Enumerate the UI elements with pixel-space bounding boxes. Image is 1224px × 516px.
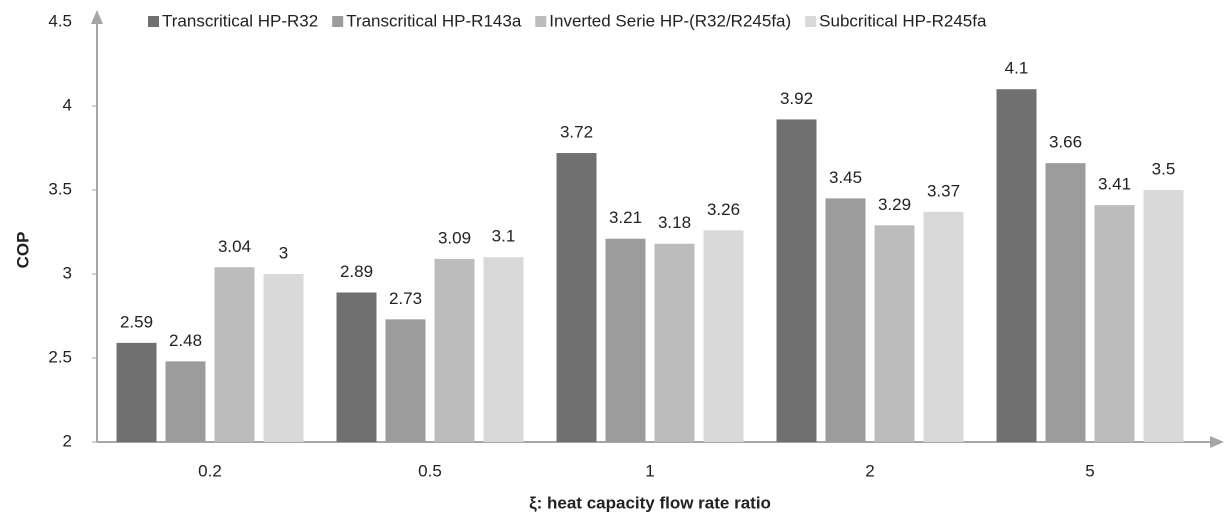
x-tick-label: 2 — [865, 461, 874, 480]
legend-label: Transcritical HP-R143a — [346, 11, 522, 30]
bar — [165, 361, 206, 442]
data-label: 3.09 — [438, 228, 471, 247]
data-label: 3.92 — [780, 89, 813, 108]
bar — [385, 319, 426, 442]
x-axis-arrow — [1210, 436, 1224, 448]
legend-label: Subcritical HP-R245fa — [819, 11, 987, 30]
y-tick-label: 3.5 — [48, 179, 72, 198]
data-label: 3.5 — [1152, 159, 1176, 178]
legend-swatch — [805, 16, 817, 27]
legend-swatch — [332, 16, 344, 27]
bar — [483, 257, 524, 442]
bar — [874, 225, 915, 442]
data-label: 2.48 — [169, 331, 202, 350]
x-axis-label: ξ: heat capacity flow rate ratio — [529, 493, 771, 512]
bar — [605, 238, 646, 442]
legend-label: Transcritical HP-R32 — [162, 11, 318, 30]
y-tick-label: 2 — [63, 431, 72, 450]
data-label: 3 — [279, 243, 288, 262]
bar — [825, 198, 866, 442]
data-label: 3.72 — [560, 123, 593, 142]
y-tick-label: 4.5 — [48, 11, 72, 30]
legend-label: Inverted Serie HP-(R32/R245fa) — [549, 11, 791, 30]
data-label: 3.1 — [492, 227, 516, 246]
bar — [996, 89, 1037, 442]
bar — [263, 274, 304, 442]
data-label: 3.18 — [658, 213, 691, 232]
bar — [336, 292, 377, 442]
data-label: 2.73 — [389, 289, 422, 308]
bar — [556, 153, 597, 443]
y-axis-arrow — [91, 10, 103, 24]
data-label: 3.29 — [878, 195, 911, 214]
bar — [1143, 190, 1184, 442]
y-tick-label: 3 — [63, 263, 72, 282]
bar — [654, 243, 695, 442]
data-label: 3.45 — [829, 168, 862, 187]
data-label: 3.41 — [1098, 175, 1131, 194]
bar — [1094, 205, 1135, 442]
x-tick-label: 0.2 — [198, 461, 222, 480]
data-label: 3.37 — [927, 181, 960, 200]
data-label: 2.89 — [340, 262, 373, 281]
data-label: 4.1 — [1005, 59, 1029, 78]
y-axis-label: COP — [13, 232, 32, 269]
legend-swatch — [535, 16, 547, 27]
bar — [923, 211, 964, 442]
data-label: 3.04 — [218, 237, 251, 256]
y-tick-label: 4 — [63, 95, 72, 114]
bar — [116, 342, 157, 442]
bar — [703, 230, 744, 442]
y-tick-label: 2.5 — [48, 347, 72, 366]
data-label: 2.59 — [120, 312, 153, 331]
data-label: 3.66 — [1049, 133, 1082, 152]
bar — [776, 119, 817, 442]
bar — [214, 267, 255, 442]
data-label: 3.26 — [707, 200, 740, 219]
legend-swatch — [148, 16, 159, 27]
bar — [1045, 163, 1086, 442]
x-tick-label: 5 — [1085, 461, 1094, 480]
x-tick-label: 1 — [645, 461, 654, 480]
x-tick-label: 0.5 — [418, 461, 442, 480]
bar — [434, 258, 475, 442]
data-label: 3.21 — [609, 208, 642, 227]
